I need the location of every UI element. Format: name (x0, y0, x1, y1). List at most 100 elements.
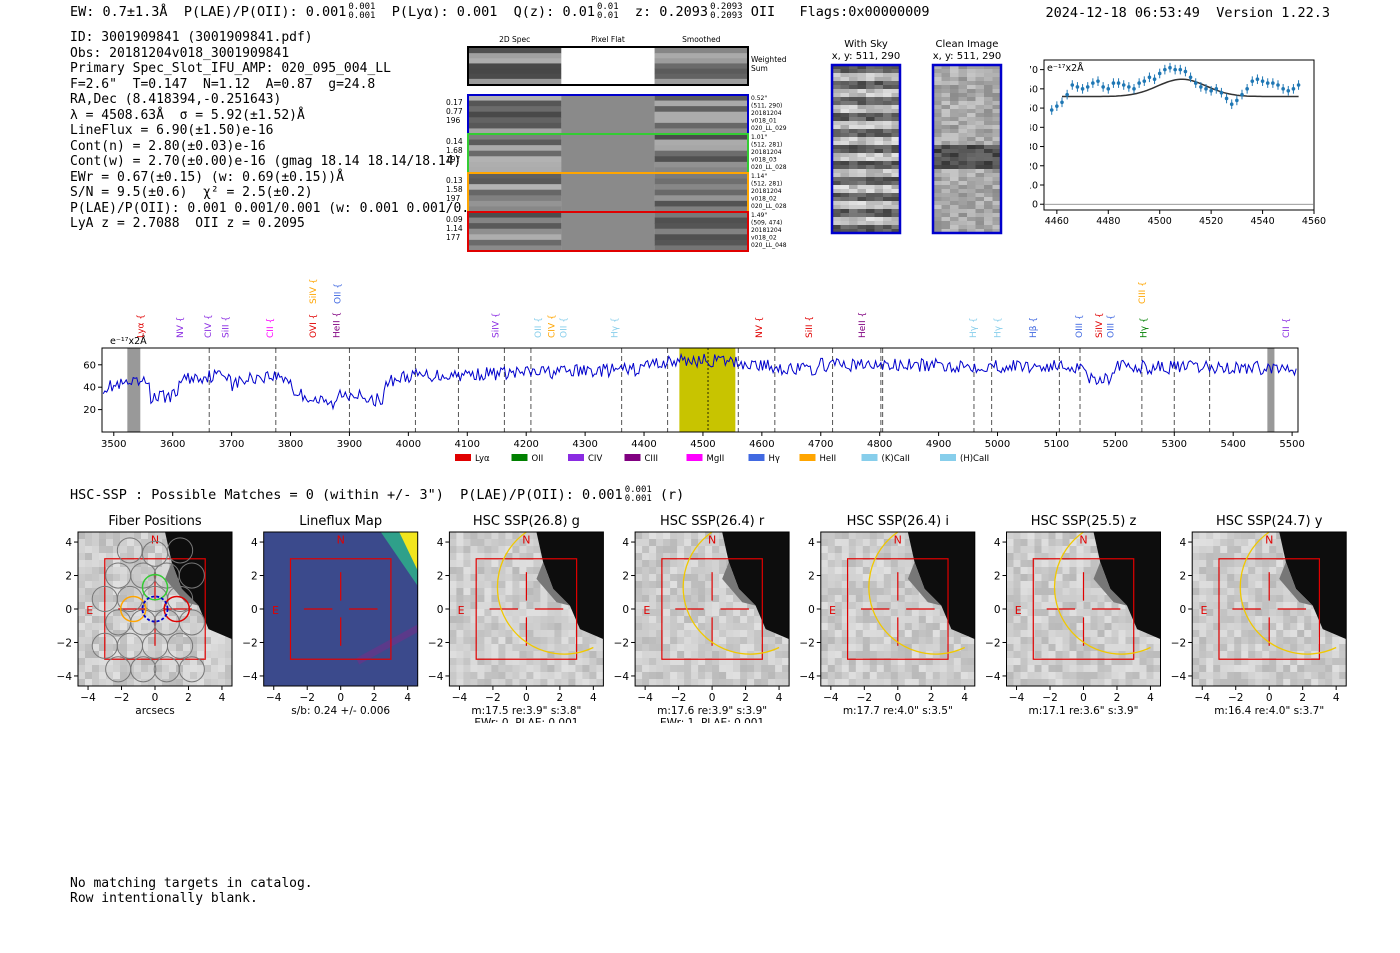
cutout-pixel (169, 588, 177, 596)
cutout-pixel (1297, 637, 1305, 645)
cutout-pixel (1013, 553, 1021, 561)
cutout-pixel (740, 609, 748, 617)
cutout-pixel (456, 658, 464, 666)
cutout-pixel (85, 658, 93, 666)
sky-pixel (950, 69, 959, 74)
cutout-pixel (1118, 602, 1126, 610)
cutout-pixel (1090, 623, 1098, 631)
cutout-pixel (99, 602, 107, 610)
cutout-pixel (568, 623, 576, 631)
cutout-pixel (1104, 616, 1112, 624)
cutout-pixel (1006, 679, 1014, 686)
cutout-xtick-label: 2 (557, 692, 564, 704)
cutout-pixel (869, 532, 878, 540)
cutout-pixel (1206, 560, 1214, 568)
sky-pixel (866, 129, 875, 134)
cutout-pixel (1339, 672, 1347, 680)
cutout-pixel (92, 616, 100, 624)
cutout-xtick-label: 0 (1266, 692, 1273, 704)
zoom-point (1060, 100, 1064, 105)
cutout-pixel (1125, 630, 1133, 638)
cutout-pixel (498, 644, 506, 652)
cutout-pixel (575, 679, 583, 686)
cutout-pixel (1076, 546, 1084, 554)
cutout-pixel (890, 539, 899, 547)
cutout-pixel (162, 581, 170, 589)
cutout-pixel (890, 553, 899, 561)
sky-pixel (883, 133, 892, 138)
cutout-pixel (533, 637, 541, 645)
spec-band (654, 128, 748, 135)
cutout-pixel (470, 574, 478, 582)
cutout-pixel (155, 672, 163, 680)
cutout-pixel (1276, 553, 1284, 561)
cutout-pixel (1041, 623, 1049, 631)
cutout-pixel (827, 567, 836, 575)
sky-pixel (857, 181, 867, 186)
cutout-pixel (841, 532, 850, 540)
cutout-pixel (848, 574, 857, 582)
zoom-xtick-label: 4520 (1199, 216, 1223, 227)
sky-pixel (857, 109, 867, 114)
cutout-pixel (92, 560, 100, 568)
sky-pixel (958, 169, 968, 174)
cutout-xtick-label: 2 (1114, 692, 1121, 704)
sky-pixel (840, 137, 850, 142)
cutout-pixel (1118, 623, 1126, 631)
cutout-pixel (498, 651, 506, 659)
cutout-pixel (1076, 616, 1084, 624)
cutout-pixel (855, 658, 864, 666)
sky-pixel (933, 181, 942, 186)
cutout-pixel (1125, 672, 1133, 680)
cutout-pixel (1132, 630, 1140, 638)
cutout-pixel (670, 665, 678, 673)
sky-subtitle: x, y: 511, 290 (832, 51, 901, 62)
cutout-pixel (1111, 623, 1119, 631)
cutout-pixel (820, 609, 829, 617)
sky-pixel (891, 225, 901, 230)
cutout-pixel (1318, 658, 1326, 666)
pixel-flat-cell (561, 212, 655, 251)
cutout-pixel (1234, 644, 1242, 652)
aperture-box (1032, 558, 1135, 660)
cutout-pixel (1111, 644, 1119, 652)
cutout-pixel (526, 588, 534, 596)
cutout-pixel (1097, 630, 1105, 638)
sky-pixel (958, 217, 968, 222)
cutout-pixel (141, 595, 149, 603)
cutout-pixel (677, 623, 685, 631)
cutout-pixel (649, 602, 657, 610)
sky-pixel (891, 221, 901, 226)
sky-pixel (849, 189, 858, 194)
cutout-pixel (1304, 616, 1312, 624)
sky-pixel (891, 85, 901, 90)
sky-pixel (832, 65, 841, 70)
cutout-pixel (470, 665, 478, 673)
fiber-left-label: 0.09 (446, 215, 463, 224)
cutout-pixel (1062, 602, 1070, 610)
aperture-box (1218, 558, 1321, 660)
cutout-pixel (190, 616, 198, 624)
cutout-pixel (1269, 644, 1277, 652)
cutout-pixel (841, 630, 850, 638)
cutout-pixel (642, 595, 650, 603)
sky-pixel (967, 117, 976, 122)
cutout-pixel (155, 532, 163, 540)
fiber-circle (130, 609, 157, 636)
cutout-pixel (127, 539, 135, 547)
cutout-pixel (470, 651, 478, 659)
cutout-pixel (120, 581, 128, 589)
cutout-pixel (169, 602, 177, 610)
cutout-pixel (855, 672, 864, 680)
cutout-pixel (719, 672, 727, 680)
sky-pixel (891, 209, 901, 214)
cutout-pixel (656, 588, 664, 596)
info-block: ID: 3001909841 (3001909841.pdf) Obs: 2018… (70, 30, 500, 232)
cutout-pixel (1255, 644, 1263, 652)
sky-pixel (992, 157, 1002, 162)
cutout-pixel (775, 672, 783, 680)
spectrum-xtick-label: 4300 (572, 439, 597, 450)
cutout-pixel (113, 595, 121, 603)
cutout-pixel (876, 532, 885, 540)
